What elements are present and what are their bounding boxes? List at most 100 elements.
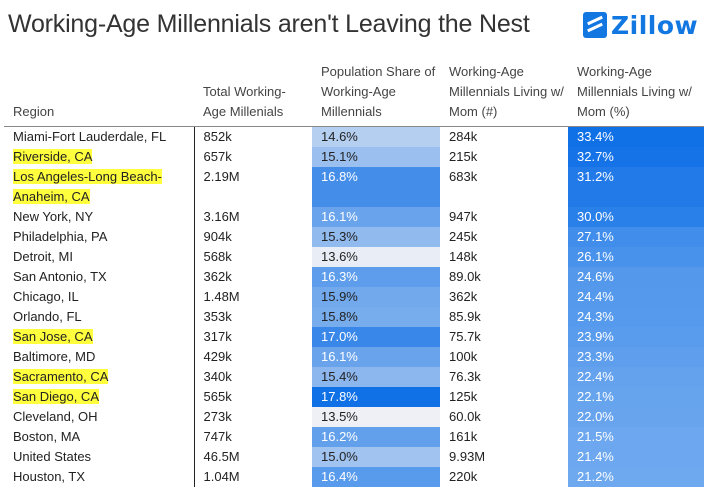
cell-total: 46.5M xyxy=(203,449,240,464)
cell-count: 215k xyxy=(449,149,478,164)
zillow-logo-text: Zillow xyxy=(611,10,699,40)
cell-pct: 21.5% xyxy=(568,427,704,447)
region-label: Baltimore, MD xyxy=(13,349,96,364)
region-label: San Antonio, TX xyxy=(13,269,107,284)
column-header-share: Population Share of Working-Age Millenni… xyxy=(312,60,440,127)
header-row: Region Total Working-Age Millenials Popu… xyxy=(4,60,704,127)
cell-pct: 24.4% xyxy=(568,287,704,307)
cell-count: 284k xyxy=(449,129,478,144)
cell-count: 125k xyxy=(449,389,478,404)
table-row: Riverside, CA 657k 15.1% 215k 32.7% xyxy=(4,147,704,167)
cell-pct: 30.0% xyxy=(568,207,704,227)
cell-total: 353k xyxy=(203,309,232,324)
table-row: New York, NY 3.16M 16.1% 947k 30.0% xyxy=(4,207,704,227)
cell-total: 1.04M xyxy=(203,469,240,484)
cell-region: Houston, TX xyxy=(4,467,195,487)
data-table: Region Total Working-Age Millenials Popu… xyxy=(4,60,704,487)
cell-pct: 26.1% xyxy=(568,247,704,267)
cell-pct: 24.6% xyxy=(568,267,704,287)
table-row: San Diego, CA 565k 17.8% 125k 22.1% xyxy=(4,387,704,407)
cell-total: 852k xyxy=(203,129,232,144)
table-row: San Antonio, TX 362k 16.3% 89.0k 24.6% xyxy=(4,267,704,287)
cell-region: San Diego, CA xyxy=(4,387,195,407)
cell-region: Riverside, CA xyxy=(4,147,195,167)
table-row: Los Angeles-Long Beach-Anaheim, CA 2.19M 1… xyxy=(4,167,704,207)
cell-region: Cleveland, OH xyxy=(4,407,195,427)
cell-total: 362k xyxy=(203,269,232,284)
cell-count: 148k xyxy=(449,249,478,264)
cell-pct: 22.4% xyxy=(568,367,704,387)
cell-count: 85.9k xyxy=(449,309,481,324)
cell-region: New York, NY xyxy=(4,207,195,227)
cell-pct: 21.2% xyxy=(568,467,704,487)
region-label: United States xyxy=(13,449,92,464)
cell-count: 89.0k xyxy=(449,269,481,284)
cell-pct: 32.7% xyxy=(568,147,704,167)
cell-count: 362k xyxy=(449,289,478,304)
cell-share: 16.2% xyxy=(312,427,440,447)
cell-pct: 33.4% xyxy=(568,126,704,147)
cell-pct: 21.4% xyxy=(568,447,704,467)
region-label: San Diego, CA xyxy=(13,389,99,404)
cell-region: Orlando, FL xyxy=(4,307,195,327)
cell-pct: 22.1% xyxy=(568,387,704,407)
cell-share: 15.3% xyxy=(312,227,440,247)
cell-pct: 23.9% xyxy=(568,327,704,347)
table-row: Miami-Fort Lauderdale, FL 852k 14.6% 284k 33… xyxy=(4,126,704,147)
cell-count: 75.7k xyxy=(449,329,481,344)
cell-total: 273k xyxy=(203,409,232,424)
table-row: Houston, TX 1.04M 16.4% 220k 21.2% xyxy=(4,467,704,487)
region-label: Sacramento, CA xyxy=(13,369,109,384)
region-label: Chicago, IL xyxy=(13,289,79,304)
cell-total: 657k xyxy=(203,149,232,164)
cell-count: 220k xyxy=(449,469,478,484)
cell-region: San Antonio, TX xyxy=(4,267,195,287)
cell-count: 683k xyxy=(449,169,478,184)
column-header-count: Working-Age Millennials Living w/ Mom (#… xyxy=(440,60,568,127)
cell-region: Los Angeles-Long Beach-Anaheim, CA xyxy=(4,167,195,207)
region-label: Houston, TX xyxy=(13,469,86,484)
region-label: Cleveland, OH xyxy=(13,409,98,424)
cell-share: 16.4% xyxy=(312,467,440,487)
cell-pct: 22.0% xyxy=(568,407,704,427)
table-row: Orlando, FL 353k 15.8% 85.9k 24.3% xyxy=(4,307,704,327)
cell-share: 17.0% xyxy=(312,327,440,347)
cell-share: 16.1% xyxy=(312,347,440,367)
cell-share: 15.9% xyxy=(312,287,440,307)
cell-share: 14.6% xyxy=(312,126,440,147)
column-header-total: Total Working-Age Millenials xyxy=(194,60,312,127)
cell-count: 947k xyxy=(449,209,478,224)
cell-region: Miami-Fort Lauderdale, FL xyxy=(4,126,195,147)
region-label: Detroit, MI xyxy=(13,249,73,264)
cell-total: 747k xyxy=(203,429,232,444)
table-row: Chicago, IL 1.48M 15.9% 362k 24.4% xyxy=(4,287,704,307)
cell-total: 3.16M xyxy=(203,209,240,224)
cell-total: 429k xyxy=(203,349,232,364)
cell-region: Boston, MA xyxy=(4,427,195,447)
cell-total: 565k xyxy=(203,389,232,404)
cell-share: 16.8% xyxy=(312,167,440,207)
cell-total: 1.48M xyxy=(203,289,240,304)
cell-region: San Jose, CA xyxy=(4,327,195,347)
cell-share: 13.5% xyxy=(312,407,440,427)
cell-count: 76.3k xyxy=(449,369,481,384)
column-header-pct: Working-Age Millennials Living w/ Mom (%… xyxy=(568,60,704,127)
cell-pct: 31.2% xyxy=(568,167,704,207)
cell-share: 15.4% xyxy=(312,367,440,387)
region-label: Boston, MA xyxy=(13,429,81,444)
column-header-region: Region xyxy=(4,60,194,127)
cell-share: 16.1% xyxy=(312,207,440,227)
cell-share: 13.6% xyxy=(312,247,440,267)
cell-region: United States xyxy=(4,447,195,467)
cell-pct: 27.1% xyxy=(568,227,704,247)
cell-count: 9.93M xyxy=(449,449,486,464)
cell-region: Detroit, MI xyxy=(4,247,195,267)
cell-pct: 23.3% xyxy=(568,347,704,367)
region-label: San Jose, CA xyxy=(13,329,93,344)
cell-total: 317k xyxy=(203,329,232,344)
cell-count: 100k xyxy=(449,349,478,364)
table-row: Sacramento, CA 340k 15.4% 76.3k 22.4% xyxy=(4,367,704,387)
table-row: United States 46.5M 15.0% 9.93M 21.4% xyxy=(4,447,704,467)
cell-total: 568k xyxy=(203,249,232,264)
cell-region: Chicago, IL xyxy=(4,287,195,307)
